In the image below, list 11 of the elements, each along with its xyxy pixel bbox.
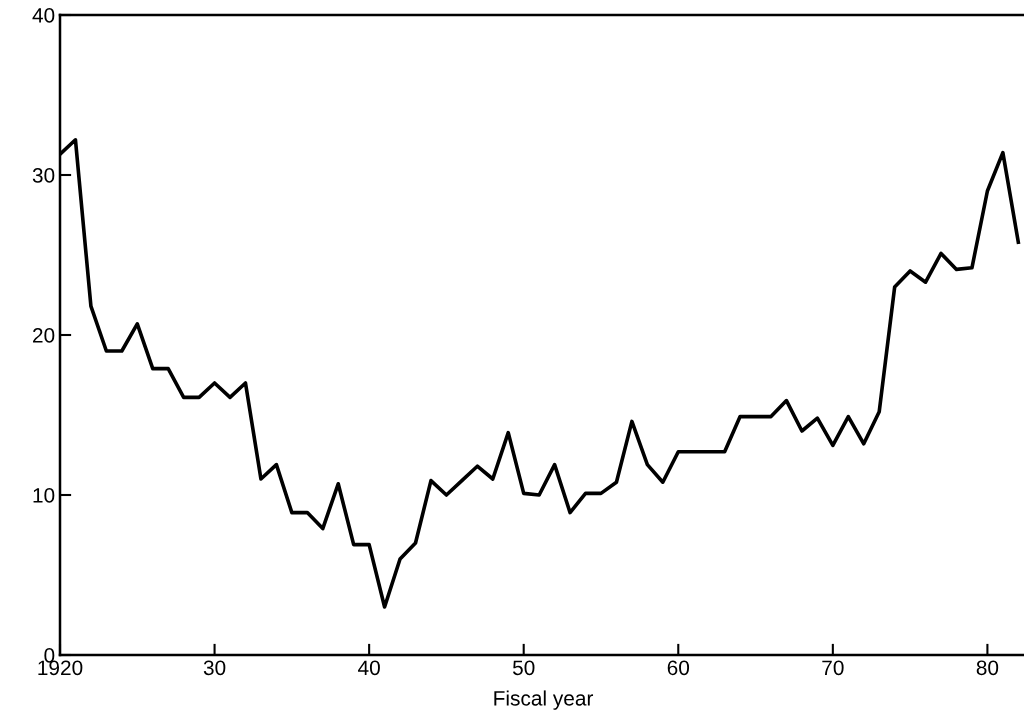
x-tick-label: 40 [358,660,380,676]
y-tick-label: 40 [32,8,55,23]
x-tick-label: 30 [203,660,226,676]
x-tick-label: 70 [822,660,844,676]
y-tick-label: 10 [33,488,55,503]
y-tick-label: 30 [32,168,55,183]
x-axis-title: Fiscal year [494,690,594,710]
y-tick-label: 20 [33,328,55,343]
x-tick-label: 80 [976,660,999,676]
x-tick-label: 50 [512,660,535,676]
x-tick-label: 60 [667,660,690,676]
